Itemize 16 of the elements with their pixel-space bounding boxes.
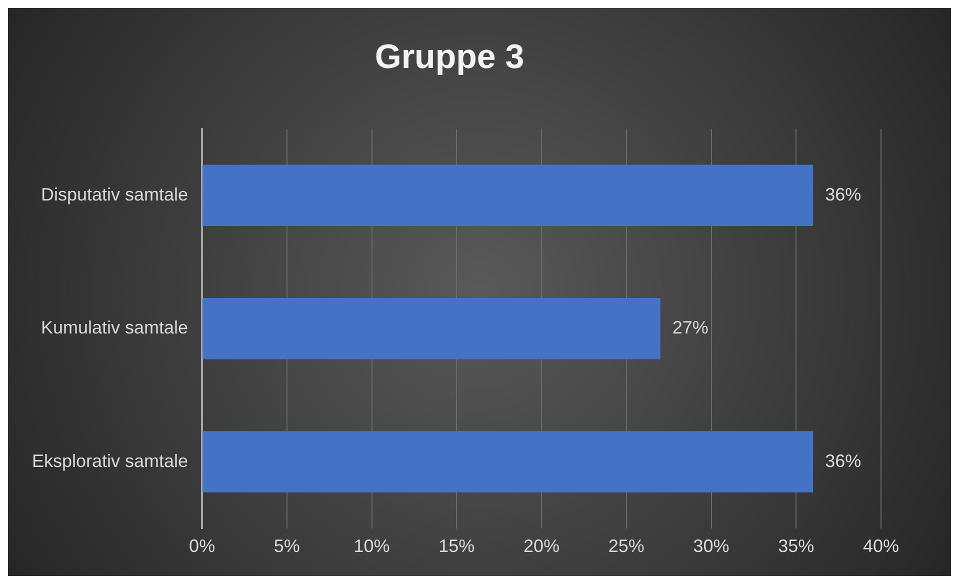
x-tick-label: 20% xyxy=(524,536,560,556)
x-tick-label: 25% xyxy=(608,536,644,556)
data-label: 36% xyxy=(825,184,862,204)
x-tick-label: 0% xyxy=(189,536,216,556)
data-label: 36% xyxy=(825,450,862,471)
x-tick-label: 5% xyxy=(274,536,300,556)
x-tick-label: 10% xyxy=(354,536,390,556)
data-label: 27% xyxy=(672,318,708,338)
x-tick-label: 35% xyxy=(778,536,814,556)
x-tick-label: 40% xyxy=(862,536,900,556)
x-tick-label: 15% xyxy=(438,536,475,556)
chart-title: Gruppe 3 xyxy=(374,38,524,76)
x-tick-label: 30% xyxy=(693,536,730,556)
y-tick-label: Kumulativ samtale xyxy=(40,318,188,338)
y-tick-label: Disputativ samtale xyxy=(40,184,188,204)
y-tick-label: Eksplorativ samtale xyxy=(32,450,188,471)
